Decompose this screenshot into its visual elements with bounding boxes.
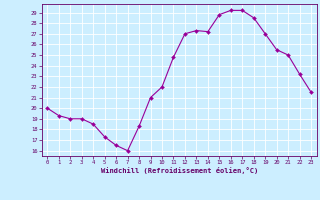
X-axis label: Windchill (Refroidissement éolien,°C): Windchill (Refroidissement éolien,°C) bbox=[100, 167, 258, 174]
